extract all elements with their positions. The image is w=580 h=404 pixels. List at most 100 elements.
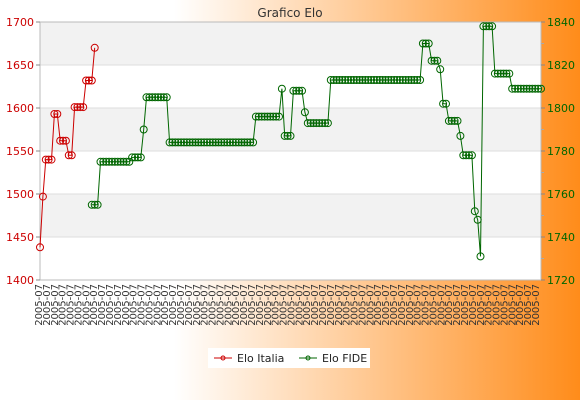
x-tick-label: 2005-07 [42,284,53,326]
data-point-elo-fide [156,93,165,102]
data-point-elo-fide [364,76,373,84]
data-point-elo-fide [508,84,517,93]
data-point-elo-fide [125,157,134,166]
data-point-elo-fide [375,76,384,84]
data-point-elo-fide [531,84,540,93]
data-point-elo-fide [485,22,494,31]
x-tick-label: 2005-07 [113,284,124,326]
x-tick-label: 2005-07 [89,284,100,326]
data-point-elo-fide [277,84,286,93]
data-point-elo-italia [70,103,79,112]
x-tick-label: 2005-07 [365,284,376,326]
x-tick-label: 2005-07 [294,284,305,326]
x-tick-label: 2005-07 [476,284,487,326]
data-point-elo-fide [467,151,476,160]
data-point-elo-fide [519,84,528,93]
x-tick-label: 2005-07 [413,284,424,326]
data-point-elo-fide [444,116,453,125]
x-tick-label: 2005-07 [318,284,329,326]
data-point-elo-fide [456,131,465,140]
x-tick-label: 2005-07 [492,284,503,326]
data-point-elo-fide [128,153,137,162]
data-point-elo-fide [488,22,497,31]
y-left-tick-label: 1650 [6,59,34,72]
data-point-elo-fide [151,93,160,102]
data-point-elo-fide [421,39,430,48]
data-point-elo-fide [442,99,450,108]
data-point-elo-fide [315,119,324,128]
data-point-elo-fide [289,86,298,95]
y-left-tick-label: 1600 [6,102,34,115]
data-point-elo-fide [312,119,321,128]
data-point-elo-fide [286,131,295,140]
data-point-elo-fide [505,69,514,78]
data-point-elo-fide [133,153,142,162]
x-tick-label: 2005-07 [184,284,195,326]
legend: Elo Italia Elo FIDE [208,348,370,368]
legend-label-elo-italia: Elo Italia [237,352,284,365]
data-point-elo-fide [194,138,203,147]
data-point-elo-fide [131,153,139,162]
data-point-elo-fide [228,138,237,147]
data-point-elo-fide [427,56,436,65]
data-point-elo-italia [90,43,99,52]
data-point-elo-fide [516,84,525,93]
data-point-elo-fide [119,157,128,166]
legend-marker-elo-fide [305,355,311,361]
data-point-elo-fide [511,84,520,93]
data-point-elo-fide [136,153,145,162]
data-point-elo-fide [203,138,211,147]
data-point-elo-fide [398,76,407,84]
data-point-elo-fide [381,76,390,84]
y-left-tick-label: 1700 [6,16,34,29]
data-point-elo-fide [410,76,419,84]
data-point-elo-fide [390,76,399,84]
legend-marker-elo-italia [220,355,226,361]
data-point-elo-fide [108,157,116,166]
y-left-tick-label: 1400 [6,274,34,287]
data-point-elo-fide [185,138,194,147]
x-tick-label: 2005-07 [121,284,132,326]
data-point-elo-fide [384,76,393,84]
data-point-elo-fide [113,157,122,166]
data-point-elo-italia [87,76,96,85]
x-tick-label: 2005-07 [452,284,463,326]
x-tick-label: 2005-07 [160,284,171,326]
y-right-tick-label: 1800 [547,102,575,115]
x-tick-label: 2005-07 [152,284,163,326]
x-tick-label: 2005-07 [239,284,250,326]
data-point-elo-fide [401,76,410,84]
x-tick-label: 2005-07 [255,284,266,326]
data-point-elo-fide [246,138,255,147]
data-point-elo-italia [53,110,62,118]
data-point-elo-italia [41,155,50,164]
data-point-elo-fide [528,84,537,93]
x-tick-label: 2005-07 [428,284,439,326]
data-point-elo-fide [321,119,330,128]
data-point-elo-fide [534,84,543,93]
data-point-elo-fide [453,116,462,125]
data-point-elo-fide [525,84,534,93]
x-tick-label: 2005-07 [286,284,297,326]
data-point-elo-fide [476,252,485,261]
data-point-elo-fide [231,138,240,147]
y-right-tick-label: 1720 [547,274,575,287]
data-point-elo-italia [76,103,85,112]
x-tick-label: 2005-07 [81,284,92,326]
data-point-elo-fide [90,200,99,209]
data-point-elo-fide [450,116,459,125]
data-point-elo-fide [298,86,306,95]
data-point-elo-italia [84,76,93,85]
data-point-elo-fide [251,112,260,121]
data-point-elo-fide [418,39,427,48]
data-point-elo-italia [64,151,73,160]
data-point-elo-fide [433,56,442,65]
data-point-elo-fide [165,138,174,147]
data-point-elo-fide [266,112,275,121]
x-tick-label: 2005-07 [389,284,400,326]
data-point-elo-fide [499,69,508,78]
data-point-elo-fide [257,112,266,121]
data-point-elo-fide [139,125,148,134]
data-point-elo-fide [465,151,473,160]
data-point-elo-italia [79,103,88,112]
